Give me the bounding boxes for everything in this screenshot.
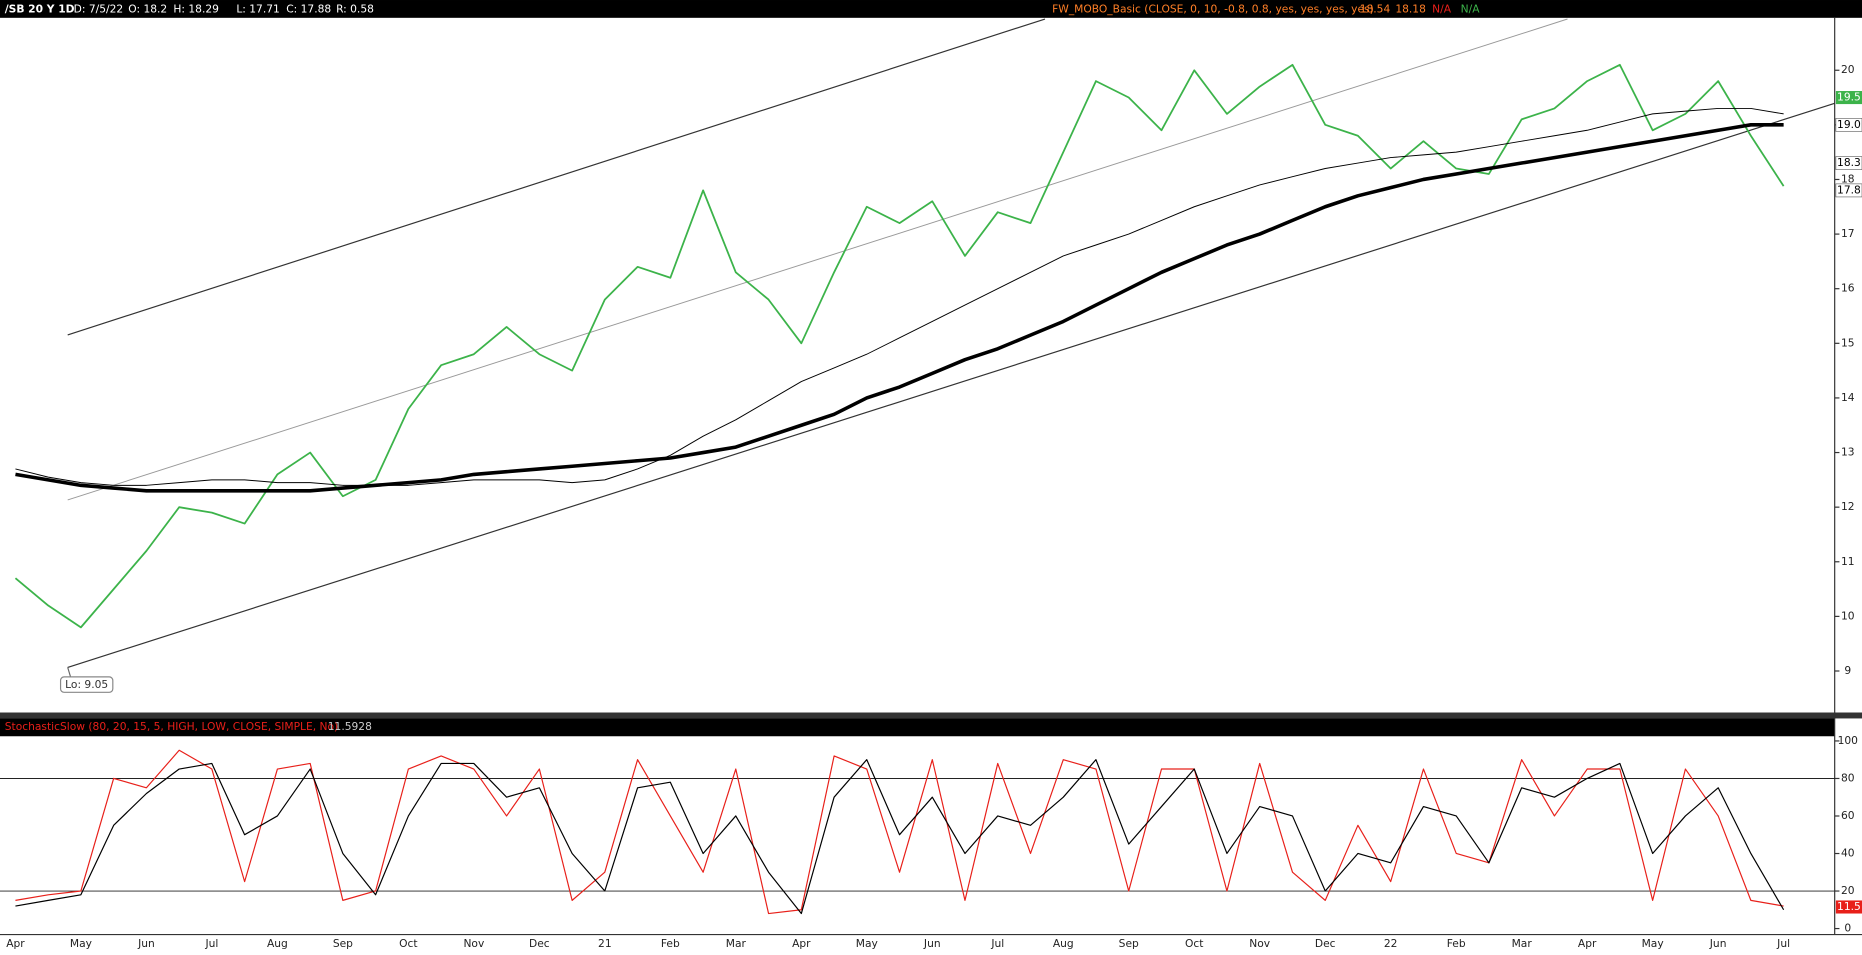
price-tag-label: 19.0	[1837, 118, 1861, 131]
price-tag-label: 17.8	[1837, 183, 1861, 196]
stochastic-label: StochasticSlow (80, 20, 15, 5, HIGH, LOW…	[5, 720, 338, 733]
price-tag	[1835, 118, 1862, 132]
study-value: 18.54	[1360, 3, 1391, 16]
price-tag-label: 19.5	[1837, 91, 1861, 104]
annotation: Lo: 9.05	[65, 678, 108, 691]
y-tick-label: 17	[1841, 227, 1855, 240]
x-tick-label: Aug	[267, 937, 288, 950]
y-tick-label: 20	[1841, 63, 1855, 76]
x-tick-label: Jun	[923, 937, 941, 950]
x-tick-label: Feb	[1447, 937, 1466, 950]
y-tick-label: 14	[1841, 391, 1855, 404]
x-tick-label: Jun	[1709, 937, 1727, 950]
x-tick-label: Apr	[1578, 937, 1597, 950]
series-line	[15, 123, 1784, 493]
x-tick-label: Dec	[1315, 937, 1336, 950]
symbol: /SB 20 Y 1D	[5, 3, 75, 16]
y-tick-label: 20	[1841, 884, 1855, 897]
high: H: 18.29	[173, 3, 219, 16]
x-tick-label: Mar	[726, 937, 747, 950]
price-tag-label: 18.3	[1837, 156, 1861, 169]
y-tick-label: 13	[1841, 446, 1855, 459]
y-tick-label: 9	[1844, 664, 1851, 677]
x-tick-label: Nov	[463, 937, 484, 950]
study-value: N/A	[1432, 3, 1452, 16]
x-tick-label: Jul	[204, 937, 218, 950]
date: D: 7/5/22	[74, 3, 124, 16]
y-tick-label: 10	[1841, 609, 1855, 622]
y-tick-label: 18	[1841, 172, 1855, 185]
x-tick-label: May	[70, 937, 92, 950]
x-tick-label: Oct	[1185, 937, 1203, 950]
study-label: FW_MOBO_Basic (CLOSE, 0, 10, -0.8, 0.8, …	[1052, 3, 1374, 16]
y-tick-label: 15	[1841, 336, 1855, 349]
x-tick-label: Jun	[137, 937, 155, 950]
annotation-box	[59, 676, 114, 693]
x-tick-label: Apr	[6, 937, 25, 950]
x-tick-label: Apr	[792, 937, 811, 950]
x-tick-label: May	[1642, 937, 1664, 950]
y-tick-label: 100	[1838, 734, 1859, 747]
y-tick-label: 16	[1841, 282, 1855, 295]
y-tick-label: 60	[1841, 809, 1855, 822]
x-tick-label: 21	[598, 937, 612, 950]
open: O: 18.2	[128, 3, 167, 16]
y-tick-label: 12	[1841, 500, 1855, 513]
x-tick-label: Dec	[529, 937, 550, 950]
x-tick-label: Jul	[990, 937, 1004, 950]
x-tick-label: Nov	[1249, 937, 1270, 950]
study-header-bar	[0, 718, 1835, 737]
x-tick-label: Mar	[1512, 937, 1533, 950]
x-tick-label: May	[856, 937, 878, 950]
series-line	[15, 759, 1785, 915]
x-tick-label: Aug	[1053, 937, 1074, 950]
channel-line	[67, 102, 1835, 668]
low: L: 17.71	[236, 3, 280, 16]
close: C: 17.88	[286, 3, 331, 16]
price-tag	[1835, 91, 1862, 105]
header-bar	[0, 0, 1862, 18]
range: R: 0.58	[336, 3, 374, 16]
price-tag	[1835, 900, 1862, 914]
channel-line	[67, 18, 1046, 336]
panel-separator	[0, 712, 1862, 719]
x-tick-label: Feb	[661, 937, 680, 950]
x-tick-label: 22	[1384, 937, 1398, 950]
price-tag	[1835, 156, 1862, 170]
study-value: N/A	[1461, 3, 1481, 16]
x-tick-label: Jul	[1776, 937, 1790, 950]
x-tick-label: Sep	[333, 937, 353, 950]
x-tick-label: Sep	[1119, 937, 1139, 950]
stochastic-value: 11.5928	[328, 720, 372, 733]
x-tick-label: Oct	[399, 937, 417, 950]
series-line	[14, 63, 1785, 629]
y-tick-label: 80	[1841, 771, 1855, 784]
y-tick-label: 0	[1844, 922, 1851, 935]
channel-line	[67, 18, 1568, 501]
price-tag	[1835, 183, 1862, 198]
study-value: 18.18	[1395, 3, 1426, 16]
price-tag-label: 11.5	[1837, 900, 1861, 913]
y-tick-label: 11	[1841, 555, 1855, 568]
y-tick-label: 40	[1841, 847, 1855, 860]
series-line	[15, 107, 1784, 486]
